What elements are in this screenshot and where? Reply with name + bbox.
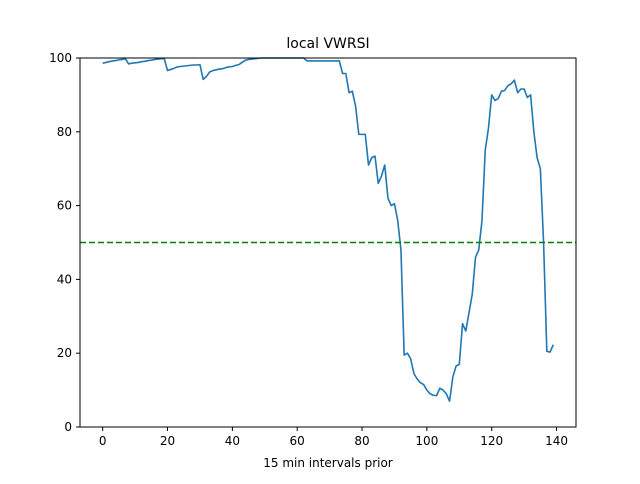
y-tick-label: 100 [49, 51, 72, 65]
y-tick-label: 40 [57, 272, 72, 286]
x-tick-label: 120 [480, 434, 503, 448]
x-axis-label: 15 min intervals prior [263, 456, 393, 470]
y-tick-label: 20 [57, 346, 72, 360]
y-tick-label: 80 [57, 125, 72, 139]
chart-title: local VWRSI [286, 36, 369, 52]
x-tick-label: 140 [545, 434, 568, 448]
axes-frame [79, 57, 577, 428]
x-tick-label: 60 [290, 434, 305, 448]
plot-area [80, 57, 576, 402]
y-tick-label: 60 [57, 199, 72, 213]
series-line-vwrsi [102, 57, 555, 402]
x-tick-label: 0 [99, 434, 107, 448]
y-axis-ticks: 0 20 40 60 80 100 [49, 51, 80, 434]
y-tick-label: 0 [64, 420, 72, 434]
x-axis-ticks: 0 20 40 60 80 100 120 140 [99, 427, 568, 448]
x-tick-label: 40 [225, 434, 240, 448]
x-tick-label: 100 [415, 434, 438, 448]
x-tick-label: 20 [160, 434, 175, 448]
x-tick-label: 80 [354, 434, 369, 448]
